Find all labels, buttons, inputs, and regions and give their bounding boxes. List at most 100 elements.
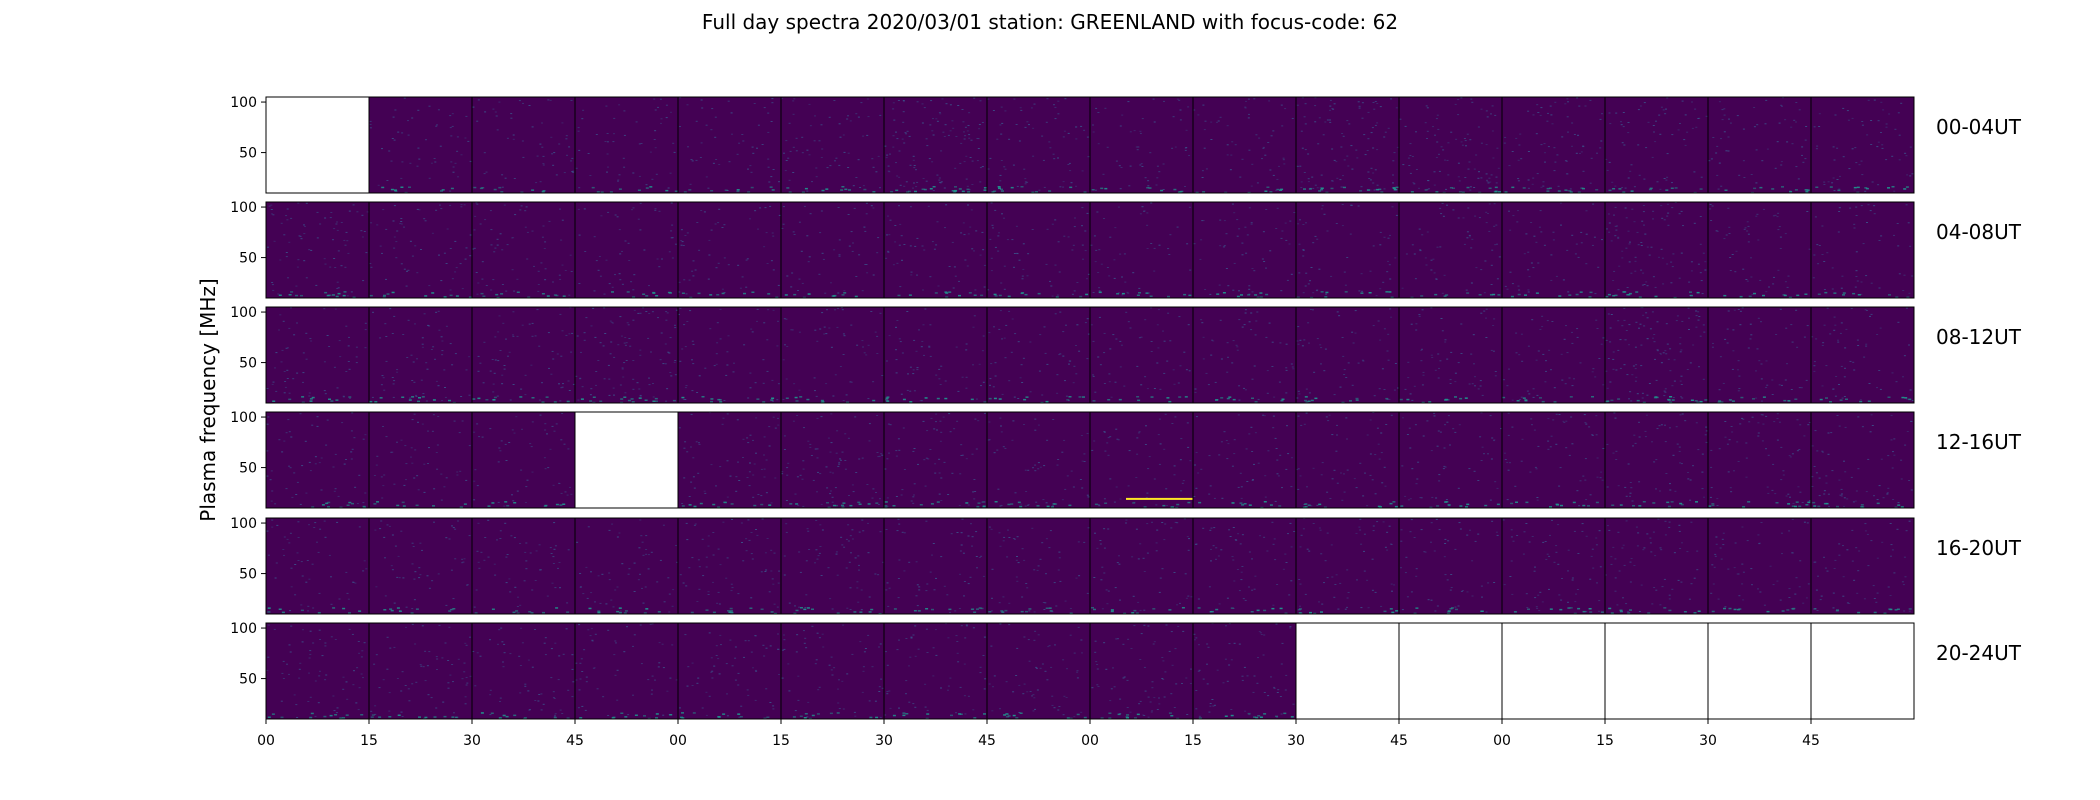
noise-speck	[1189, 460, 1192, 462]
noise-speck	[1655, 488, 1657, 490]
noise-speck	[614, 214, 617, 216]
noise-speck	[1614, 235, 1617, 237]
noise-speck	[504, 443, 507, 445]
noise-speck	[785, 500, 788, 501]
noise-speck	[1307, 322, 1310, 324]
noise-speck	[1595, 434, 1598, 436]
noise-speck	[444, 387, 446, 388]
noise-speck	[427, 463, 429, 464]
noise-speck	[1340, 472, 1342, 474]
noise-speck	[704, 367, 707, 369]
noise-speck	[1715, 230, 1718, 232]
noise-speck	[392, 383, 395, 385]
noise-speck	[686, 104, 689, 106]
noise-speck	[1469, 139, 1472, 141]
noise-speck	[1381, 482, 1384, 484]
noise-speck	[940, 365, 943, 367]
low-band-speck	[1670, 501, 1674, 503]
noise-speck	[1784, 379, 1787, 381]
noise-speck	[491, 359, 494, 360]
noise-speck	[1163, 340, 1166, 342]
noise-speck	[1765, 448, 1767, 450]
noise-speck	[1432, 126, 1434, 128]
noise-speck	[730, 112, 733, 114]
noise-speck	[813, 140, 816, 142]
noise-speck	[940, 181, 943, 183]
noise-speck	[722, 417, 725, 419]
noise-speck	[979, 167, 982, 169]
noise-speck	[339, 356, 342, 358]
noise-speck	[1757, 422, 1760, 424]
noise-speck	[1640, 344, 1643, 346]
noise-speck	[1460, 353, 1463, 354]
noise-speck	[1250, 185, 1253, 187]
noise-speck	[1072, 244, 1075, 246]
noise-speck	[330, 576, 332, 578]
noise-speck	[973, 250, 975, 252]
noise-speck	[861, 340, 864, 342]
noise-speck	[1871, 425, 1874, 426]
noise-speck	[328, 346, 331, 347]
low-band-speck	[1723, 294, 1727, 297]
low-band-speck	[1132, 502, 1136, 504]
noise-speck	[1662, 109, 1665, 111]
low-band-speck	[1845, 398, 1848, 400]
noise-speck	[808, 256, 811, 258]
noise-speck	[395, 241, 398, 243]
noise-speck	[296, 372, 299, 374]
noise-speck	[382, 209, 385, 211]
noise-speck	[741, 134, 744, 135]
low-band-speck	[1304, 503, 1308, 505]
noise-speck	[772, 269, 775, 271]
noise-speck	[1238, 319, 1241, 321]
noise-speck	[1887, 455, 1890, 457]
noise-speck	[1435, 278, 1438, 280]
noise-speck	[655, 173, 658, 175]
noise-speck	[1731, 368, 1734, 370]
noise-speck	[1795, 121, 1797, 123]
noise-speck	[726, 351, 729, 353]
low-band-speck	[1711, 503, 1715, 505]
noise-speck	[1562, 279, 1565, 281]
noise-speck	[1084, 322, 1087, 324]
noise-speck	[1467, 168, 1470, 170]
low-band-speck	[919, 504, 923, 506]
noise-speck	[1004, 447, 1007, 449]
noise-speck	[1857, 345, 1860, 346]
noise-speck	[1729, 257, 1732, 258]
noise-speck	[658, 266, 661, 268]
noise-speck	[1629, 492, 1632, 494]
noise-speck	[1346, 438, 1348, 440]
noise-speck	[1023, 168, 1026, 170]
noise-speck	[971, 453, 974, 455]
noise-speck	[1226, 371, 1229, 373]
noise-speck	[1075, 373, 1078, 375]
noise-speck	[1795, 309, 1798, 311]
noise-speck	[1322, 134, 1325, 136]
noise-speck	[1677, 129, 1680, 131]
noise-speck	[1728, 439, 1731, 441]
noise-speck	[1693, 222, 1696, 224]
noise-speck	[1838, 211, 1841, 212]
noise-speck	[842, 134, 845, 136]
noise-speck	[1705, 430, 1708, 432]
noise-speck	[1798, 387, 1801, 389]
noise-speck	[768, 426, 771, 428]
noise-speck	[1369, 270, 1372, 272]
noise-speck	[927, 205, 930, 207]
noise-speck	[1666, 97, 1669, 99]
noise-speck	[501, 383, 504, 385]
noise-speck	[1281, 230, 1284, 232]
low-band-speck	[932, 186, 936, 188]
noise-speck	[1329, 498, 1332, 499]
noise-speck	[1624, 207, 1627, 209]
noise-speck	[425, 400, 428, 402]
noise-speck	[1778, 384, 1781, 386]
noise-speck	[757, 494, 760, 495]
noise-speck	[403, 484, 406, 486]
noise-speck	[1765, 386, 1768, 388]
noise-speck	[1477, 388, 1480, 390]
noise-speck	[1526, 390, 1529, 392]
noise-speck	[497, 360, 500, 362]
noise-speck	[792, 172, 795, 173]
